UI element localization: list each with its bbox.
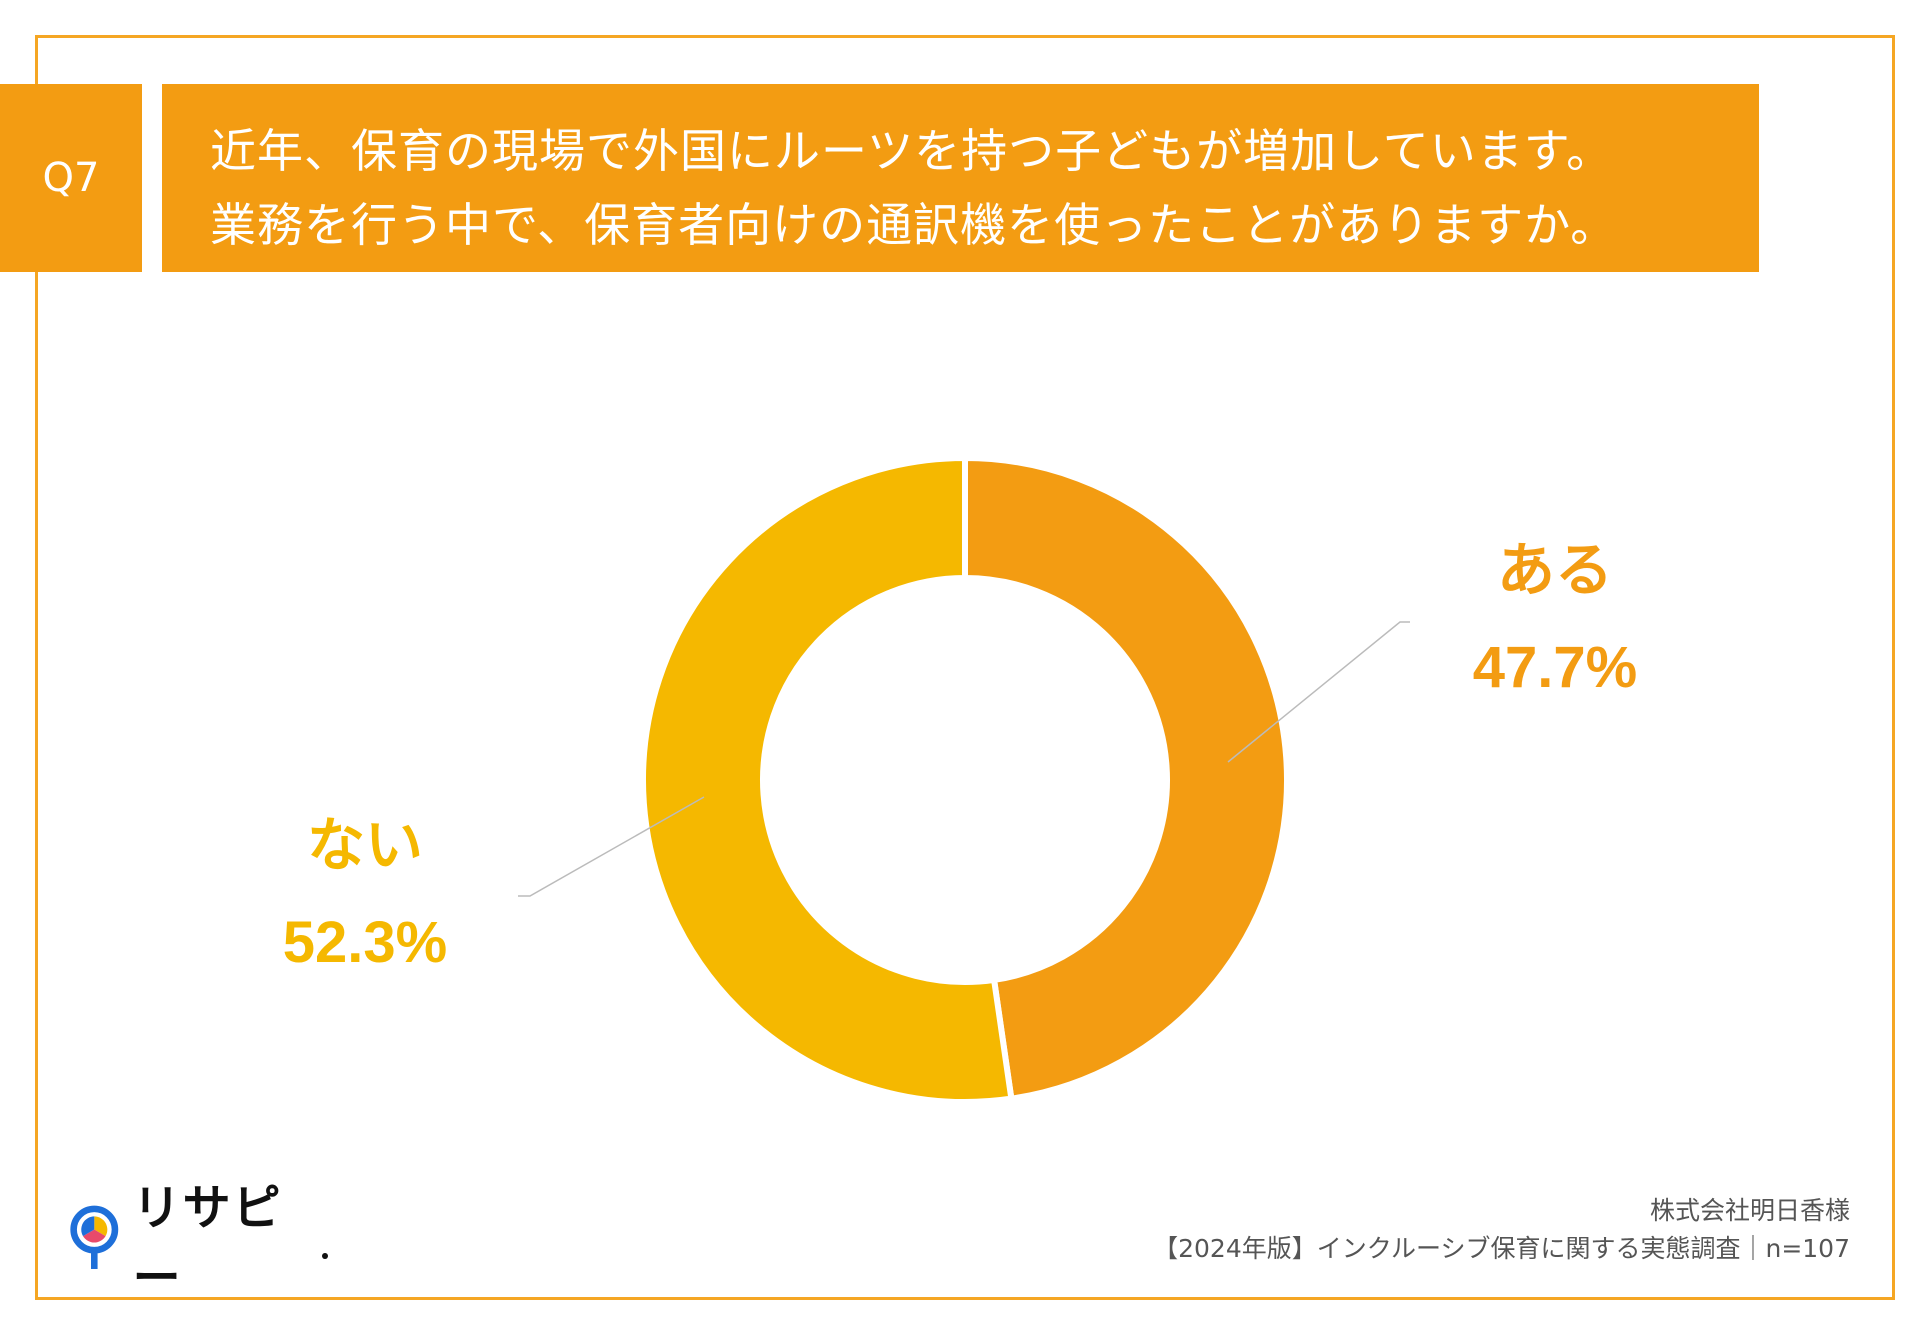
slice-name-nai: ない (306, 811, 423, 879)
risapy-logo: リサピー (68, 1180, 329, 1306)
slice-label-aru: ある 47.7% (1455, 535, 1655, 703)
slice-percent-nai: 52.3% (282, 910, 448, 975)
question-badge: Q7 (0, 84, 142, 272)
pin-logo-icon (70, 1205, 119, 1269)
question-text-box: 近年、保育の現場で外国にルーツを持つ子どもが増加しています。 業務を行う中で、保… (162, 84, 1759, 272)
footer: 株式会社明日香様 【2024年版】インクルーシブ保育に関する実態調査｜n=107 (1153, 1192, 1850, 1268)
slice-label-nai: ない 52.3% (255, 810, 475, 978)
slide-frame (35, 35, 1895, 1300)
question-line-1: 近年、保育の現場で外国にルーツを持つ子どもが増加しています。 (210, 124, 1614, 178)
slice-aru (962, 454, 1290, 1103)
slice-percent-aru: 47.7% (1472, 635, 1638, 700)
slice-nai (639, 454, 1015, 1105)
leader-line-nai (518, 796, 705, 897)
footer-client: 株式会社明日香様 (1649, 1196, 1850, 1225)
slice-name-aru: ある (1496, 536, 1613, 604)
logo-text: リサピー (132, 1180, 283, 1306)
leader-line-aru (1227, 621, 1410, 763)
footer-survey: 【2024年版】インクルーシブ保育に関する実態調査｜n=107 (1153, 1234, 1850, 1263)
logo-dot (322, 1253, 329, 1259)
question-line-2: 業務を行う中で、保育者向けの通訳機を使ったことがありますか。 (210, 198, 1618, 252)
